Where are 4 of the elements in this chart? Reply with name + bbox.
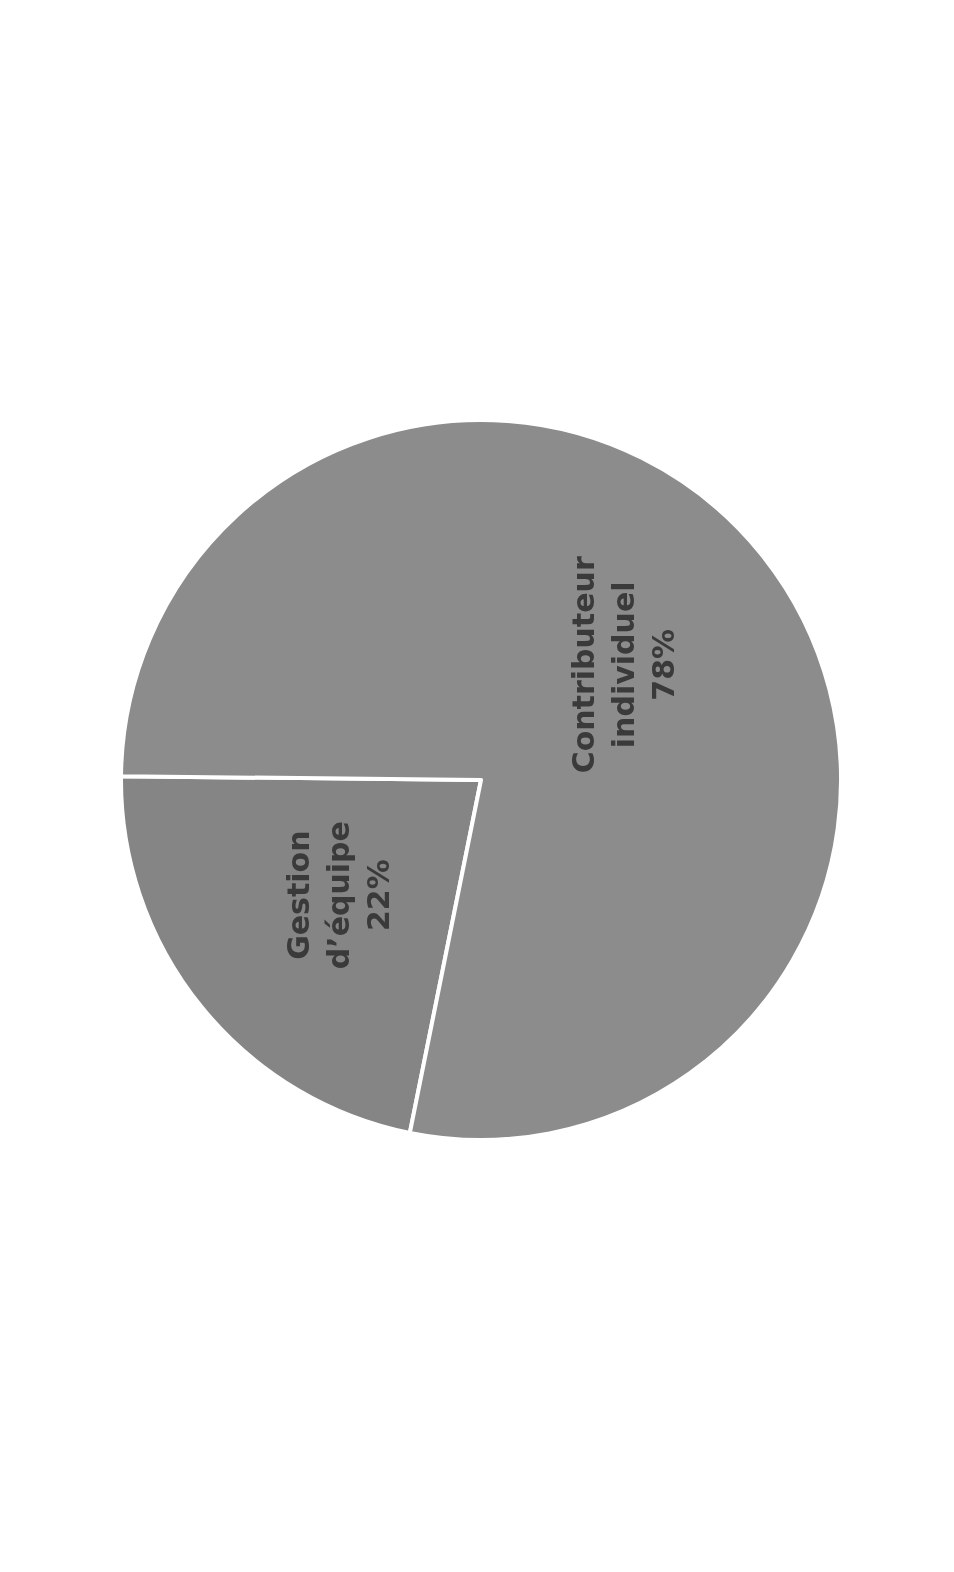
slice-label: Contributeur individuel	[565, 556, 641, 774]
data-label: 78%	[645, 628, 681, 701]
data-label: 22%	[361, 859, 397, 932]
slice-label: Gestion d’équipe	[281, 821, 357, 970]
